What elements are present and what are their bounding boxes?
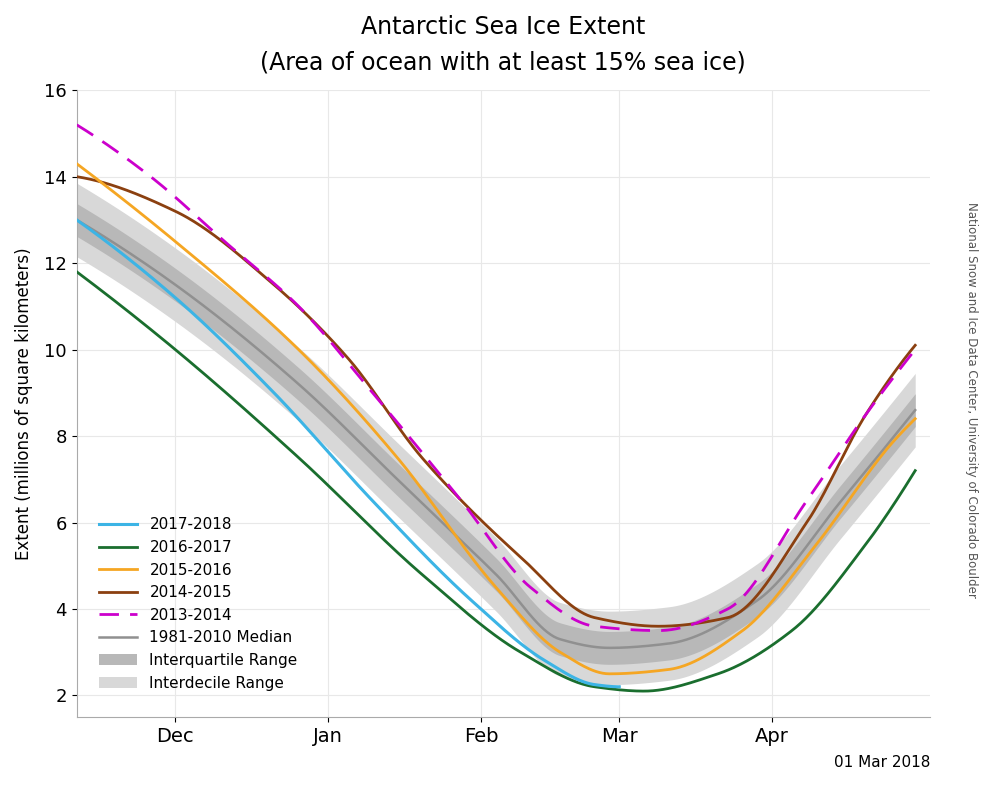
Text: 01 Mar 2018: 01 Mar 2018 <box>834 754 930 770</box>
Y-axis label: Extent (millions of square kilometers): Extent (millions of square kilometers) <box>15 247 33 560</box>
Text: National Snow and Ice Data Center, University of Colorado Boulder: National Snow and Ice Data Center, Unive… <box>965 202 978 598</box>
Title: Antarctic Sea Ice Extent
(Area of ocean with at least 15% sea ice): Antarctic Sea Ice Extent (Area of ocean … <box>260 15 746 74</box>
Legend: 2017-2018, 2016-2017, 2015-2016, 2014-2015, 2013-2014, 1981-2010 Median, Interqu: 2017-2018, 2016-2017, 2015-2016, 2014-20… <box>93 511 304 697</box>
